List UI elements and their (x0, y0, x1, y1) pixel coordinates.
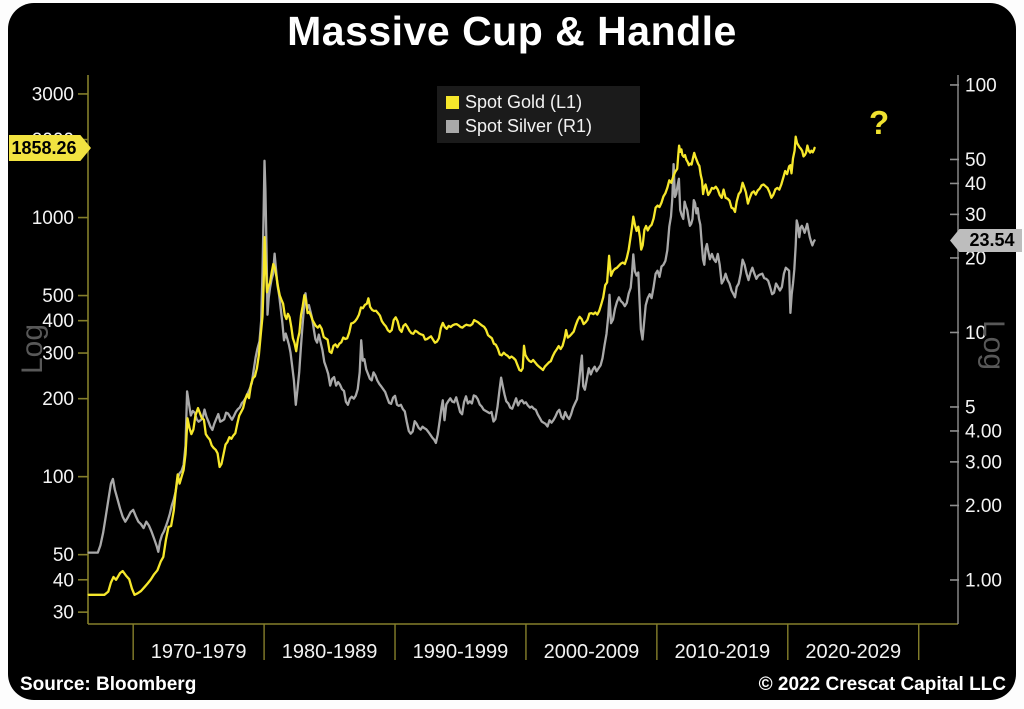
right-axis-tick-label: 30 (965, 205, 986, 226)
question-mark-annotation: ? (869, 104, 890, 141)
right-axis-tick-label: 1.00 (965, 570, 1002, 591)
left-axis-tick-label: 300 (42, 344, 74, 365)
right-axis-tick-label: 3.00 (965, 452, 1002, 473)
decade-label: 2020-2029 (805, 641, 901, 663)
chart-title: Massive Cup & Handle (287, 8, 737, 54)
left-axis-tick-label: 500 (42, 286, 74, 307)
left-axis-tick-label: 1000 (32, 208, 74, 229)
silver-swatch-icon (446, 120, 459, 133)
right-axis-tick-label: 2.00 (965, 496, 1002, 517)
silver-price-line (87, 159, 816, 554)
gold-swatch-icon (446, 96, 459, 109)
right-axis-tick-label: 4.00 (965, 421, 1002, 442)
right-axis-log-label: Log (977, 319, 1010, 371)
decade-label: 1990-1999 (413, 641, 509, 663)
right-axis-tick-label: 50 (965, 150, 986, 171)
left-axis-tick-label: 30 (53, 603, 74, 624)
legend-label-silver: Spot Silver (R1) (465, 116, 593, 136)
decade-label: 1980-1989 (282, 641, 378, 663)
gold-price-line (87, 135, 816, 596)
left-axis-tick-label: 3000 (32, 84, 74, 105)
chart-legend: Spot Gold (L1) Spot Silver (R1) (437, 86, 640, 143)
copyright: © 2022 Crescat Capital LLC (758, 674, 1006, 695)
left-axis-tick-label: 50 (53, 545, 74, 566)
left-axis-log-label: Log (16, 323, 49, 375)
right-axis-tick-label: 100 (965, 75, 997, 96)
left-axis-tick-label: 200 (42, 389, 74, 410)
decade-label: 2000-2009 (544, 641, 640, 663)
right-axis-tick-label: 40 (965, 174, 986, 195)
left-axis-tick-label: 100 (42, 467, 74, 488)
left-axis-tick-label: 40 (53, 570, 74, 591)
left-axis-tick-label: 400 (42, 311, 74, 332)
silver-price-tag: 23.54 (950, 229, 1022, 252)
right-axis-tick-label: 20 (965, 248, 986, 269)
gold-price-tag: 1858.26 (9, 135, 91, 161)
right-axis-tick-label: 5 (965, 397, 976, 418)
source-credit: Source: Bloomberg (20, 674, 197, 695)
legend-item-gold: Spot Gold (L1) (446, 92, 640, 113)
right-axis-tick-label: 10 (965, 323, 986, 344)
decade-label: 2010-2019 (675, 641, 771, 663)
legend-label-gold: Spot Gold (L1) (465, 92, 583, 112)
legend-item-silver: Spot Silver (R1) (446, 116, 640, 137)
decade-label: 1970-1979 (151, 641, 247, 663)
